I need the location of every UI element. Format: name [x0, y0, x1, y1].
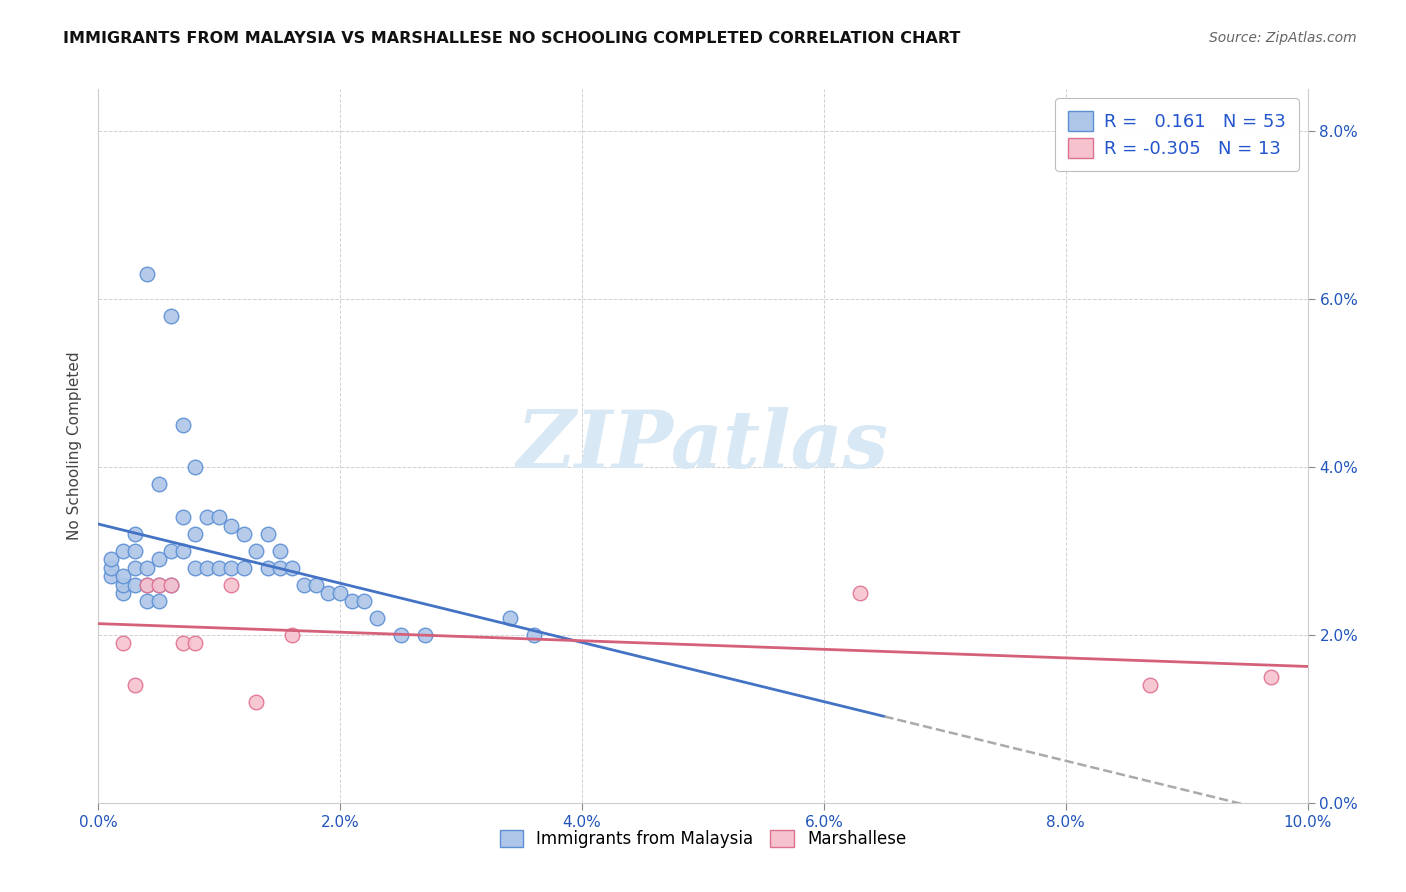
Text: IMMIGRANTS FROM MALAYSIA VS MARSHALLESE NO SCHOOLING COMPLETED CORRELATION CHART: IMMIGRANTS FROM MALAYSIA VS MARSHALLESE …	[63, 31, 960, 46]
Point	[523, 628, 546, 642]
Point	[160, 577, 183, 591]
Point	[256, 527, 278, 541]
Point	[172, 417, 194, 432]
Point	[184, 527, 207, 541]
Point	[245, 544, 267, 558]
Point	[184, 636, 207, 650]
Point	[124, 560, 146, 574]
Point	[111, 569, 134, 583]
Point	[221, 577, 243, 591]
Point	[135, 267, 157, 281]
Point	[366, 611, 388, 625]
Point	[172, 510, 194, 524]
Point	[256, 560, 278, 574]
Text: Source: ZipAtlas.com: Source: ZipAtlas.com	[1209, 31, 1357, 45]
Point	[232, 560, 254, 574]
Point	[135, 577, 157, 591]
Point	[281, 560, 304, 574]
Point	[124, 544, 146, 558]
Point	[160, 544, 183, 558]
Point	[305, 577, 328, 591]
Point	[281, 628, 304, 642]
Point	[329, 586, 352, 600]
Point	[160, 577, 183, 591]
Point	[221, 518, 243, 533]
Point	[172, 636, 194, 650]
Point	[1139, 678, 1161, 692]
Point	[100, 560, 122, 574]
Point	[135, 594, 157, 608]
Point	[160, 309, 183, 323]
Point	[148, 577, 170, 591]
Point	[232, 527, 254, 541]
Point	[269, 544, 291, 558]
Point	[100, 552, 122, 566]
Point	[316, 586, 339, 600]
Point	[195, 510, 218, 524]
Point	[849, 586, 872, 600]
Point	[100, 569, 122, 583]
Point	[184, 560, 207, 574]
Point	[498, 611, 520, 625]
Point	[195, 560, 218, 574]
Point	[124, 678, 146, 692]
Point	[148, 552, 170, 566]
Point	[111, 577, 134, 591]
Point	[135, 577, 157, 591]
Point	[124, 577, 146, 591]
Point	[148, 577, 170, 591]
Point	[221, 560, 243, 574]
Point	[342, 594, 364, 608]
Point	[1260, 670, 1282, 684]
Point	[353, 594, 375, 608]
Point	[124, 527, 146, 541]
Point	[269, 560, 291, 574]
Legend: Immigrants from Malaysia, Marshallese: Immigrants from Malaysia, Marshallese	[494, 823, 912, 855]
Point	[111, 544, 134, 558]
Point	[208, 510, 231, 524]
Point	[111, 636, 134, 650]
Point	[184, 460, 207, 475]
Point	[148, 594, 170, 608]
Point	[413, 628, 436, 642]
Point	[172, 544, 194, 558]
Point	[148, 476, 170, 491]
Point	[135, 560, 157, 574]
Point	[111, 586, 134, 600]
Point	[208, 560, 231, 574]
Point	[389, 628, 412, 642]
Point	[245, 695, 267, 709]
Text: ZIPatlas: ZIPatlas	[517, 408, 889, 484]
Point	[292, 577, 315, 591]
Y-axis label: No Schooling Completed: No Schooling Completed	[67, 351, 83, 541]
